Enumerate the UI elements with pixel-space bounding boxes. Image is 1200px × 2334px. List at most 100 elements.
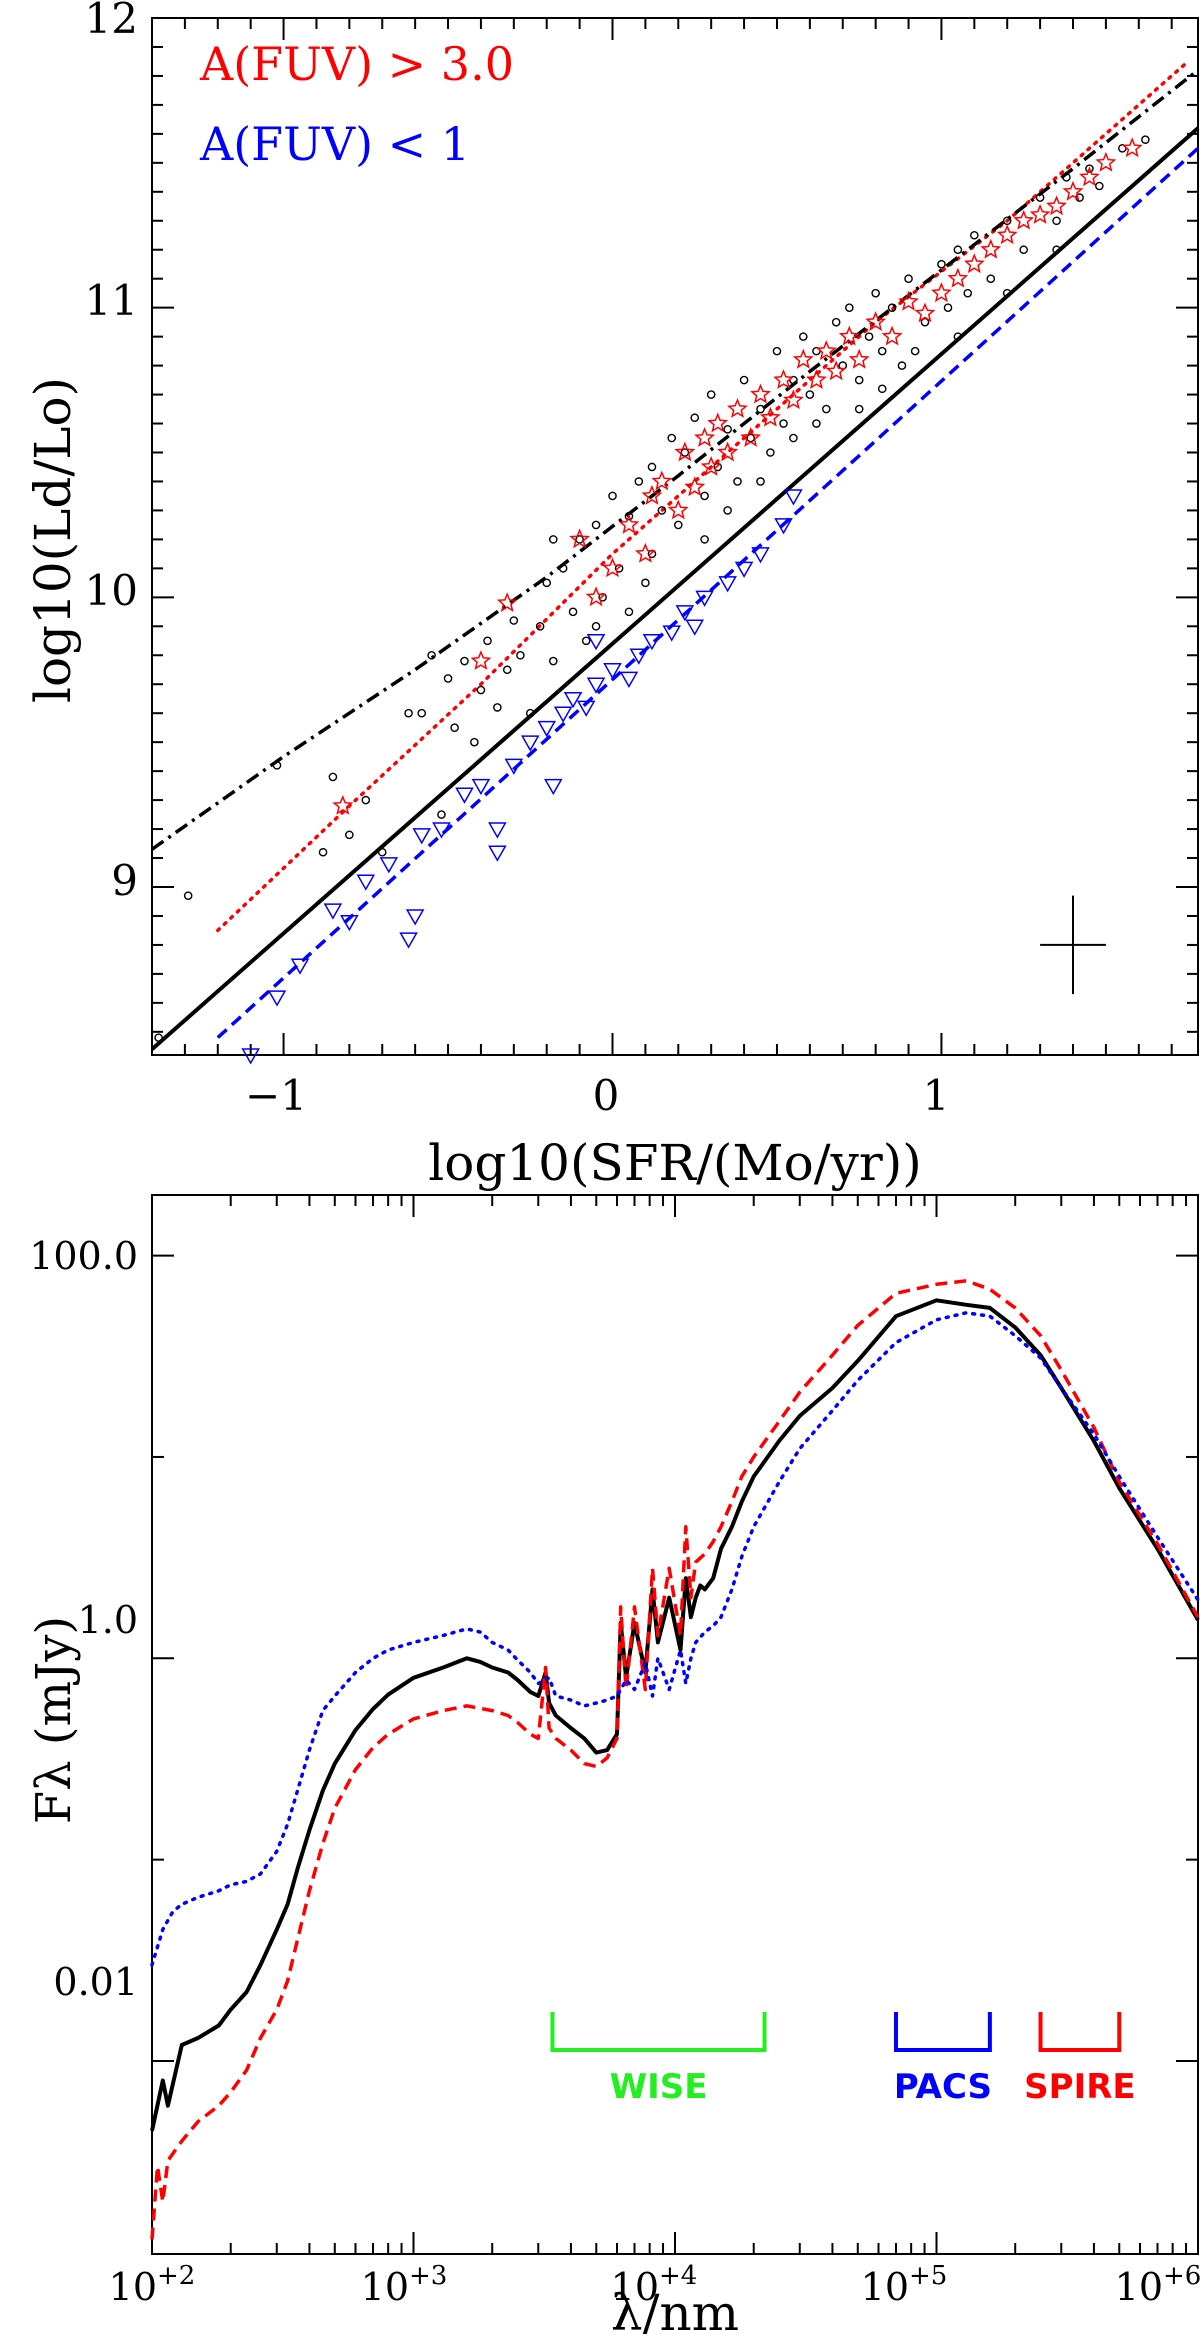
data-point-triangle [323, 903, 343, 920]
data-point-circle [772, 346, 782, 356]
data-point-triangle [379, 857, 399, 874]
data-point-star [865, 311, 887, 332]
band-bracket [893, 2012, 992, 2052]
data-point-star [700, 456, 722, 476]
data-point-triangle [267, 990, 287, 1007]
data-point-star [674, 441, 696, 462]
data-point-circle [812, 419, 821, 428]
band-label: PACS [894, 2067, 992, 2107]
band-label: SPIRE [1024, 2067, 1135, 2107]
data-point-circle [766, 448, 775, 457]
sed-curve-solid [150, 1298, 1200, 2132]
data-point-triangle [537, 720, 557, 738]
data-point-circle [690, 413, 700, 423]
data-point-circle [641, 578, 650, 588]
sed-curves [150, 1279, 1200, 2240]
data-point-triangle [586, 677, 606, 694]
x-tick-label: 10+2 [109, 2261, 196, 2309]
data-point-triangle [629, 648, 649, 665]
data-point-circle [937, 259, 946, 269]
y-tick-label: 11 [85, 276, 138, 325]
data-point-triangle [586, 634, 606, 651]
data-point-circle [647, 462, 657, 472]
instrument-bands: WISE PACS SPIRE [550, 2012, 1136, 2107]
data-point-circle [624, 607, 634, 617]
data-point-circle [706, 390, 716, 399]
data-point-star [750, 383, 771, 404]
data-point-triangle [695, 590, 714, 607]
legend-blue-label: A(FUV) < 1 [199, 117, 470, 171]
data-point-triangle [412, 828, 432, 845]
data-point-star [980, 238, 1002, 259]
data-point-star [618, 513, 640, 534]
data-point-star [470, 650, 492, 670]
data-point-circle [943, 303, 953, 312]
data-point-circle [953, 245, 963, 255]
data-point-circle [450, 723, 459, 732]
data-point-circle [345, 830, 354, 840]
data-point-star [898, 290, 919, 311]
data-point-circle [805, 390, 815, 399]
data-point-circle [779, 419, 788, 428]
data-point-circle [667, 433, 677, 443]
data-point-triangle [340, 915, 359, 932]
y-tick-label: 9 [111, 856, 138, 905]
data-point-star [634, 542, 656, 563]
data-point-star [1013, 209, 1035, 230]
bottom-x-axis-label: λ/nm [611, 2284, 739, 2334]
data-point-circle [318, 847, 328, 857]
data-point-circle [756, 477, 765, 486]
data-point-circle [525, 708, 535, 718]
y-tick-label: 0.01 [53, 1960, 138, 2004]
data-point-star [496, 592, 518, 613]
data-point-circle [864, 332, 874, 341]
y-tick-label: 1.0 [78, 1598, 138, 1642]
data-point-circle [470, 737, 479, 747]
data-point-circle [887, 303, 897, 312]
data-point-circle [608, 491, 617, 501]
x-tick-label: 10+5 [861, 2261, 948, 2309]
data-point-circle [1141, 135, 1150, 144]
data-point-star [881, 325, 903, 346]
data-point-star [947, 267, 969, 288]
data-point-triangle [751, 547, 770, 564]
data-point-star [332, 794, 354, 815]
data-point-star [740, 427, 762, 447]
data-point-star [1062, 180, 1084, 201]
data-point-star [707, 412, 729, 433]
data-point-circle [404, 708, 413, 718]
data-point-circle [591, 621, 601, 631]
data-point-star [1029, 204, 1051, 224]
data-point-circle [493, 703, 502, 712]
data-point-circle [502, 665, 512, 675]
data-point-circle [756, 404, 765, 414]
data-point-star [641, 484, 663, 505]
data-point-star [825, 360, 847, 381]
data-point-circle [417, 708, 427, 718]
data-point-star [996, 224, 1018, 245]
data-point-star [838, 325, 860, 346]
data-point-circle [700, 535, 709, 544]
data-point-star [806, 369, 827, 390]
data-point-star [792, 348, 814, 369]
data-point-star [773, 369, 794, 390]
data-point-circle [1052, 245, 1061, 255]
data-point-triangle [718, 576, 737, 593]
data-point-circle [733, 477, 742, 486]
data-point-circle [723, 506, 732, 515]
bottom-x-tick-labels: 10+2 10+3 10+4 10+5 10+6 [109, 2261, 1200, 2309]
fit-line-dashed [216, 147, 1200, 1039]
data-point-star [585, 586, 607, 607]
data-point-star [914, 302, 936, 323]
data-point-circle [542, 578, 552, 588]
band-label: WISE [610, 2067, 708, 2107]
y-tick-label: 12 [85, 0, 138, 43]
data-point-circle [789, 433, 798, 443]
data-point-circle [970, 230, 979, 240]
data-point-triangle [576, 700, 596, 717]
data-point-triangle [619, 671, 639, 688]
data-point-circle [1002, 288, 1012, 298]
data-point-circle [634, 477, 644, 486]
data-point-circle [427, 650, 436, 660]
data-point-triangle [405, 909, 425, 926]
